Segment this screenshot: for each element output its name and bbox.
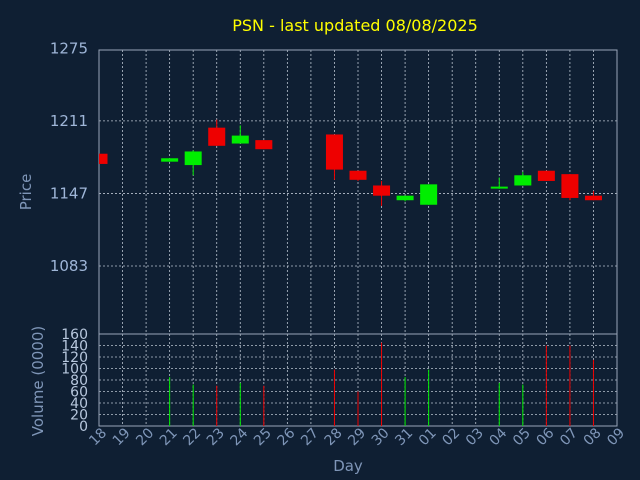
x-tick-label: 24 [227, 425, 251, 449]
x-tick-label: 21 [157, 425, 181, 449]
x-tick-label: 30 [369, 425, 393, 449]
x-tick-label: 29 [345, 425, 369, 449]
x-tick-label: 28 [322, 425, 346, 449]
candle-body [420, 184, 438, 205]
x-tick-label: 26 [275, 425, 299, 449]
chart-title: PSN - last updated 08/08/2025 [232, 16, 478, 35]
candle-body [514, 175, 532, 186]
volume-tick-label: 0 [79, 419, 88, 435]
candle-body [208, 127, 226, 146]
x-tick-label: 01 [416, 425, 440, 449]
volume-tick-label: 60 [70, 385, 88, 401]
candle-body [561, 174, 579, 198]
candle-body [373, 185, 391, 196]
x-tick-label: 03 [463, 425, 487, 449]
candle-body [490, 186, 508, 189]
candle-body [231, 135, 249, 144]
x-tick-label: 07 [557, 425, 581, 449]
candle-body [584, 195, 602, 201]
candle-body [396, 195, 414, 201]
volume-tick-label: 40 [70, 396, 88, 412]
x-tick-label: 05 [510, 425, 534, 449]
volume-tick-label: 160 [61, 327, 88, 343]
candle-body [255, 140, 273, 150]
candle-body [184, 151, 202, 166]
volume-axis-title: Volume (0000) [29, 326, 47, 436]
x-tick-label: 20 [133, 425, 157, 449]
candle-body [161, 158, 179, 162]
price-axis-title: Price [17, 174, 35, 211]
x-tick-label: 08 [581, 425, 605, 449]
x-axis-title: Day [333, 457, 363, 475]
x-tick-label: 23 [204, 425, 228, 449]
volume-tick-label: 100 [61, 362, 88, 378]
x-tick-label: 27 [298, 425, 322, 449]
volume-tick-label: 80 [70, 373, 88, 389]
x-tick-label: 22 [180, 425, 204, 449]
candle-body [537, 170, 555, 181]
x-tick-label: 31 [392, 425, 416, 449]
candle-body [325, 134, 343, 170]
x-tick-label: 19 [110, 425, 134, 449]
candle-body [99, 153, 108, 164]
price-tick-label: 1147 [50, 184, 88, 202]
x-tick-label: 02 [439, 425, 463, 449]
x-tick-label: 09 [604, 425, 628, 449]
price-tick-label: 1083 [50, 257, 88, 275]
x-tick-label: 06 [534, 425, 558, 449]
price-tick-label: 1211 [50, 112, 88, 130]
x-tick-label: 18 [86, 425, 110, 449]
volume-tick-label: 20 [70, 408, 88, 424]
candle-body [349, 170, 367, 180]
x-tick-label: 25 [251, 425, 275, 449]
volume-tick-label: 140 [61, 339, 88, 355]
price-tick-label: 1275 [50, 39, 88, 57]
x-tick-label: 04 [486, 425, 510, 449]
volume-tick-label: 120 [61, 350, 88, 366]
